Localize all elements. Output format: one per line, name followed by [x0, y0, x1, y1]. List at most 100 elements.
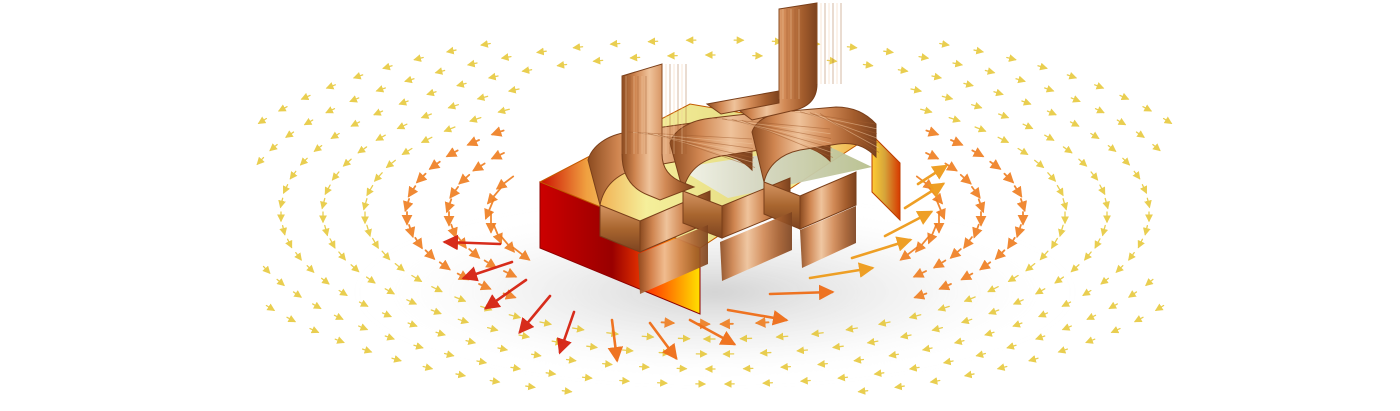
field-arrow [1102, 197, 1110, 210]
field-arrow [1006, 342, 1017, 350]
field-arrow [412, 236, 423, 250]
field-arrow [265, 303, 276, 311]
field-arrow [1038, 310, 1049, 318]
field-arrow [912, 267, 927, 278]
field-arrow [299, 157, 309, 166]
field-arrow [349, 95, 360, 103]
field-arrow [556, 310, 576, 355]
copper-strand-line [736, 119, 833, 154]
field-arrow [413, 342, 424, 350]
field-arrow [606, 329, 620, 338]
field-arrow [913, 289, 928, 300]
field-arrow [1039, 250, 1049, 261]
field-arrow [371, 237, 379, 250]
field-arrow [883, 47, 894, 56]
field-arrow [942, 357, 954, 366]
field-arrow [404, 224, 416, 239]
field-arrow [619, 376, 631, 385]
field-arrow [466, 59, 478, 68]
field-arrow [1021, 98, 1032, 106]
field-arrow [925, 126, 940, 137]
field-arrow [449, 185, 461, 199]
field-arrow [897, 66, 909, 74]
field-arrow [1054, 275, 1065, 284]
field-arrow [754, 317, 770, 328]
field-arrow [420, 111, 432, 119]
field-arrow [358, 299, 369, 307]
field-arrow [257, 116, 268, 124]
field-arrow [641, 332, 655, 341]
field-arrow [398, 98, 409, 106]
field-arrow [1090, 171, 1099, 181]
field-arrow [1137, 238, 1145, 249]
field-arrow [586, 342, 599, 351]
field-arrow [1139, 184, 1148, 194]
field-arrow [937, 304, 950, 312]
field-arrow [1085, 336, 1096, 344]
field-arrow [486, 324, 499, 333]
copper-strand-line [814, 112, 879, 149]
field-arrow [269, 143, 278, 152]
copper-strand-line [819, 113, 880, 153]
field-arrow [810, 329, 824, 338]
field-arrow [503, 267, 518, 278]
copper-strand-line [627, 131, 753, 140]
field-arrow [658, 348, 671, 357]
field-arrow [411, 274, 423, 283]
field-arrow [963, 295, 976, 303]
field-arrow [325, 82, 336, 90]
field-arrow [1066, 72, 1078, 80]
field-arrow [1006, 54, 1017, 62]
field-arrow [309, 326, 320, 334]
field-arrow [994, 248, 1007, 261]
field-arrow [780, 362, 792, 371]
field-arrow [592, 56, 604, 65]
field-arrow [1034, 159, 1045, 169]
field-arrow [1007, 274, 1019, 283]
field-arrow [362, 346, 373, 354]
field-arrow [406, 297, 418, 305]
field-arrow [571, 324, 585, 333]
field-arrow [457, 316, 470, 325]
field-arrow [866, 337, 879, 346]
field-arrow [490, 149, 505, 160]
field-arrow [817, 360, 828, 368]
copper-strand-line [711, 117, 831, 130]
field-arrow [1061, 299, 1072, 307]
copper-strand-line [741, 120, 834, 158]
field-arrow [918, 53, 930, 61]
field-arrow [888, 350, 900, 359]
field-arrow [931, 324, 944, 333]
field-arrow [444, 198, 455, 214]
field-arrow [338, 251, 346, 261]
field-arrow [333, 312, 344, 320]
field-arrow [357, 145, 368, 154]
lead-right [705, 2, 818, 121]
field-arrow [1116, 117, 1127, 126]
inductor-device [538, 2, 901, 315]
field-arrow [510, 363, 522, 372]
core-side-face [871, 133, 901, 222]
field-arrow [312, 301, 322, 310]
field-arrow [373, 108, 384, 116]
field-arrow [938, 280, 952, 291]
field-arrow [422, 363, 434, 371]
field-arrow [987, 285, 999, 293]
field-arrow [960, 270, 974, 281]
field-arrow [276, 278, 285, 287]
field-arrow [381, 310, 392, 318]
field-arrow [382, 62, 393, 71]
field-arrow [1154, 303, 1165, 311]
lead-left [621, 63, 696, 201]
field-arrow [1061, 323, 1072, 331]
field-arrow [1060, 198, 1069, 211]
field-arrow [518, 294, 552, 334]
field-arrow [521, 66, 533, 74]
field-arrow [561, 387, 573, 395]
field-arrow [500, 235, 515, 253]
front-copper-wrap-left [638, 225, 708, 294]
field-arrow [1012, 320, 1023, 328]
field-arrow [1090, 131, 1100, 139]
field-arrow [948, 115, 961, 123]
field-arrow [530, 350, 542, 359]
